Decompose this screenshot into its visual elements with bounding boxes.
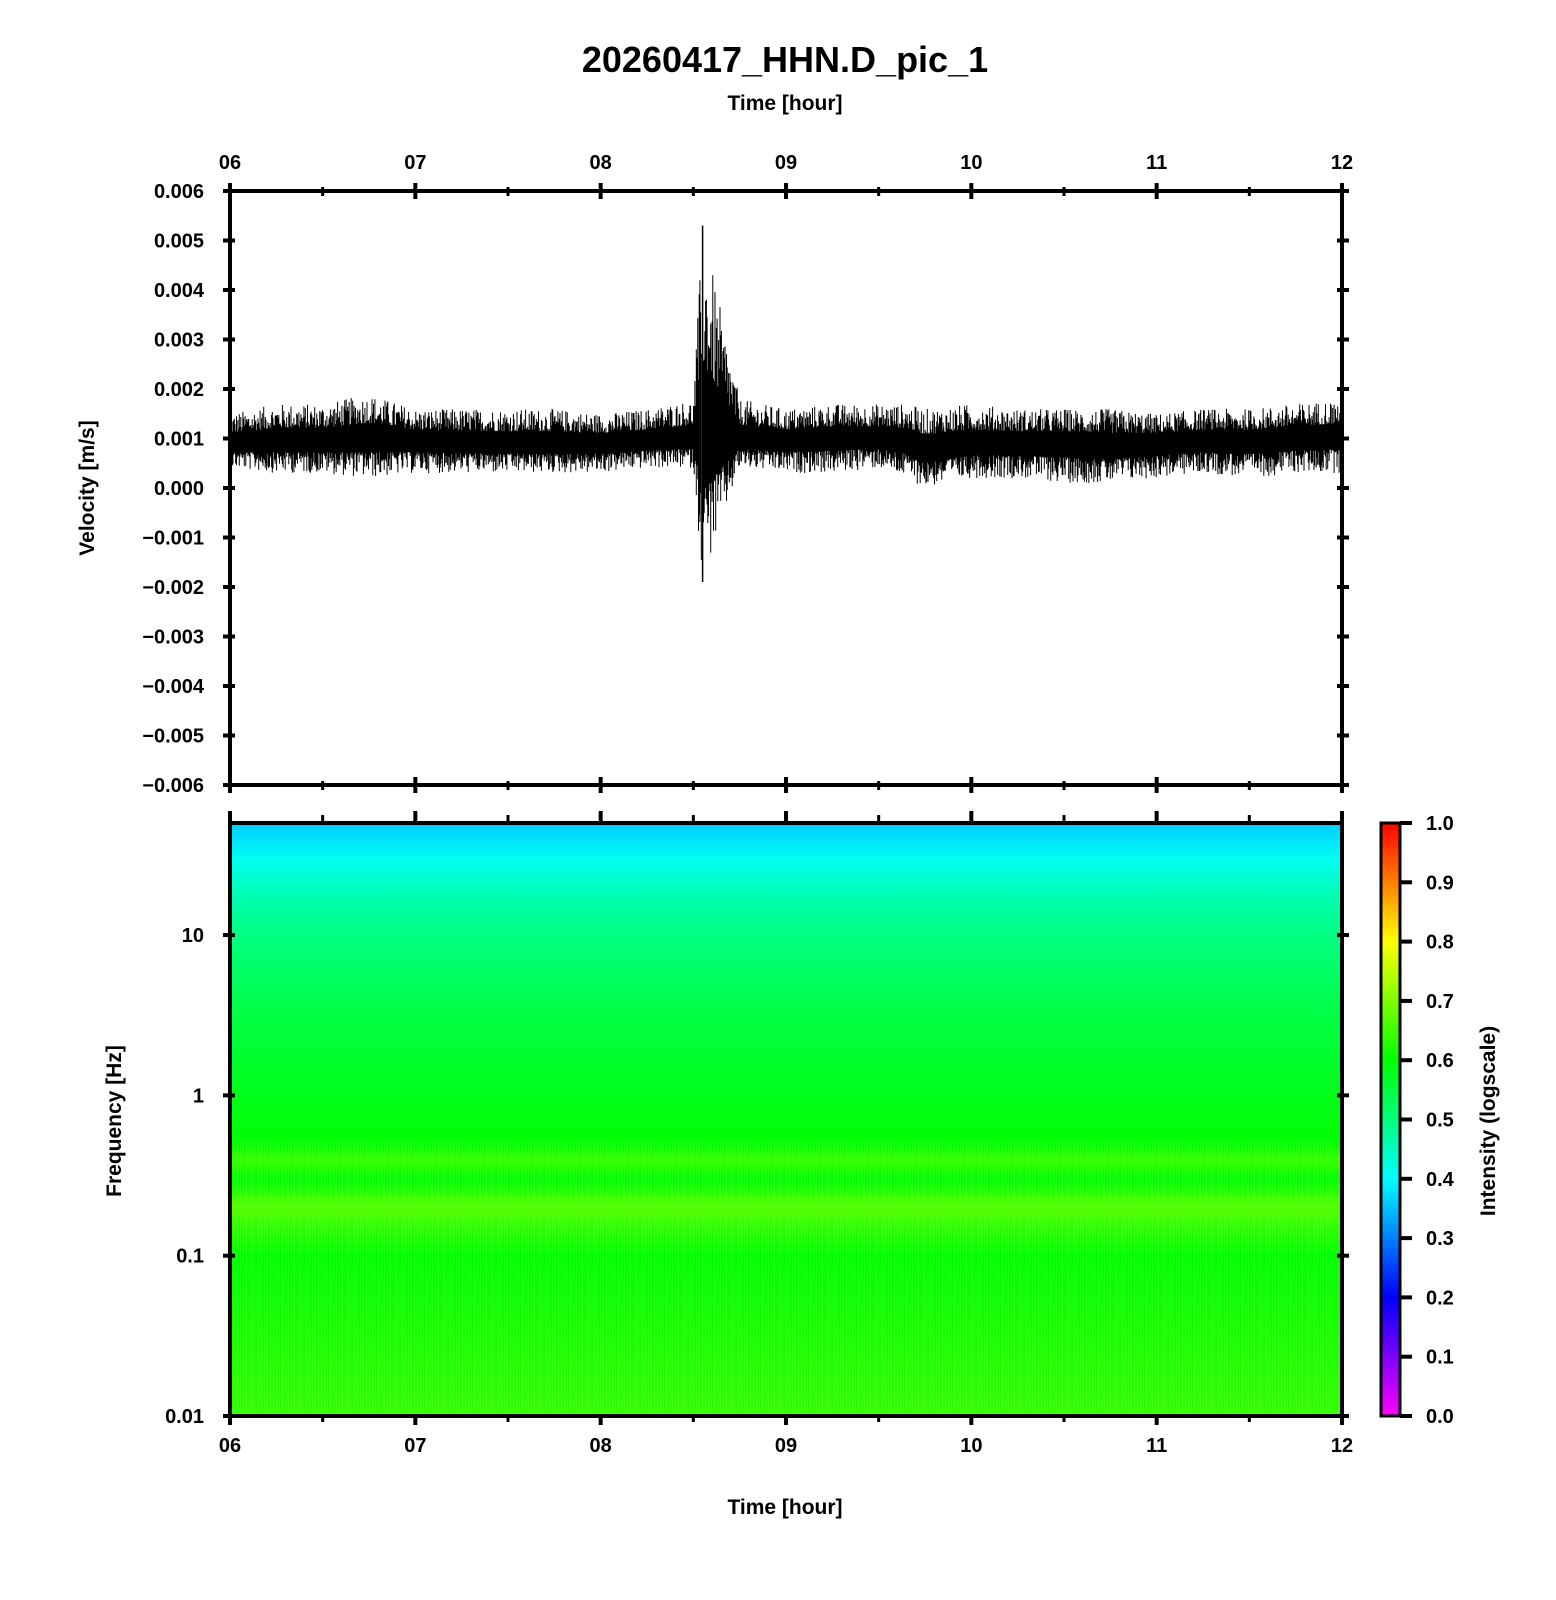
y-tick-label: 0.004 [154, 280, 205, 302]
y-tick-label-frequency: 10 [182, 925, 204, 947]
y-tick-label: −0.002 [142, 577, 204, 599]
x-tick-label-top: 12 [1331, 152, 1353, 174]
y-tick-label: 0.003 [154, 330, 204, 352]
x-tick-label-bottom: 09 [775, 1435, 797, 1457]
y-tick-label: −0.005 [142, 726, 204, 748]
colorbar-tick-label: 0.5 [1426, 1110, 1454, 1132]
spectrogram-bands [230, 1155, 1342, 1219]
colorbar-tick-label: 0.7 [1426, 991, 1454, 1013]
colorbar-tick-label: 0.2 [1426, 1287, 1454, 1309]
x-tick-label-top: 11 [1146, 152, 1167, 174]
colorbar: 1.0 0.9 0.8 0.7 0.6 0.5 0.4 0.3 0.2 0.1 0.0 Intens… [1379, 813, 1500, 1428]
y-axis-label-velocity: Velocity [m/s] [76, 420, 99, 555]
y-tick-label-frequency: 0.1 [176, 1246, 204, 1268]
x-tick-label-top: 06 [219, 152, 241, 174]
x-tick-label-top: 08 [590, 152, 612, 174]
waveform-ticks: 06 07 08 09 10 11 12 0.006 0.005 0.004 0.003 0.002 0… [142, 152, 1353, 797]
y-tick-label: 0.000 [154, 478, 204, 500]
y-axis-label-frequency: Frequency [Hz] [103, 1045, 126, 1197]
y-tick-label: 0.002 [154, 379, 204, 401]
colorbar-tick-label: 0.6 [1426, 1050, 1454, 1072]
y-tick-label-frequency: 0.01 [165, 1406, 204, 1428]
x-tick-label-top: 10 [960, 152, 982, 174]
colorbar-tick-label: 0.4 [1426, 1169, 1455, 1191]
y-tick-label: −0.006 [142, 775, 204, 797]
spectrogram-band [230, 1196, 1342, 1219]
velocity-trace-body [229, 275, 1343, 560]
spectrogram-texture [230, 1140, 1342, 1416]
x-tick-label-top: 07 [404, 152, 426, 174]
colorbar-tick-label: 1.0 [1426, 813, 1454, 835]
waveform-frame [228, 189, 1344, 787]
x-tick-label-top: 09 [775, 152, 797, 174]
spectrogram-band [230, 1155, 1342, 1170]
x-tick-label-bottom: 12 [1331, 1435, 1353, 1457]
colorbar-tick-label: 0.0 [1426, 1406, 1454, 1428]
x-tick-label-bottom: 06 [219, 1435, 241, 1457]
x-axis-label-bottom: Time [hour] [727, 1496, 842, 1519]
y-tick-label: 0.005 [154, 231, 204, 253]
x-tick-label-bottom: 08 [590, 1435, 612, 1457]
y-tick-label-frequency: 1 [193, 1085, 204, 1107]
top-x-axis-label: Time [hour] [727, 92, 842, 115]
y-tick-label: −0.001 [142, 528, 204, 550]
colorbar-gradient [1379, 821, 1402, 1418]
colorbar-tick-label: 0.1 [1426, 1347, 1454, 1369]
x-tick-label-bottom: 11 [1146, 1435, 1167, 1457]
y-tick-label: −0.003 [142, 627, 204, 649]
chart-title: 20260417_HHN.D_pic_1 [582, 39, 988, 80]
y-tick-label: 0.006 [154, 181, 204, 203]
colorbar-tick-label: 0.8 [1426, 932, 1454, 954]
colorbar-ticks: 1.0 0.9 0.8 0.7 0.6 0.5 0.4 0.3 0.2 0.1 0.0 [1400, 813, 1455, 1428]
waveform-panel: 06 07 08 09 10 11 12 0.006 0.005 0.004 0.003 0.002 0… [76, 152, 1353, 797]
velocity-trace [229, 225, 1343, 583]
colorbar-tick-label: 0.9 [1426, 872, 1454, 894]
x-tick-label-bottom: 07 [404, 1435, 426, 1457]
spectrogram-ticks: 06 07 08 09 10 11 12 10 1 0.1 0.01 [165, 811, 1353, 1457]
x-tick-label-bottom: 10 [960, 1435, 982, 1457]
colorbar-tick-label: 0.3 [1426, 1228, 1454, 1250]
y-tick-label: 0.001 [154, 429, 204, 451]
colorbar-label: Intensity (logscale) [1477, 1026, 1500, 1216]
y-tick-label: −0.004 [142, 676, 205, 698]
